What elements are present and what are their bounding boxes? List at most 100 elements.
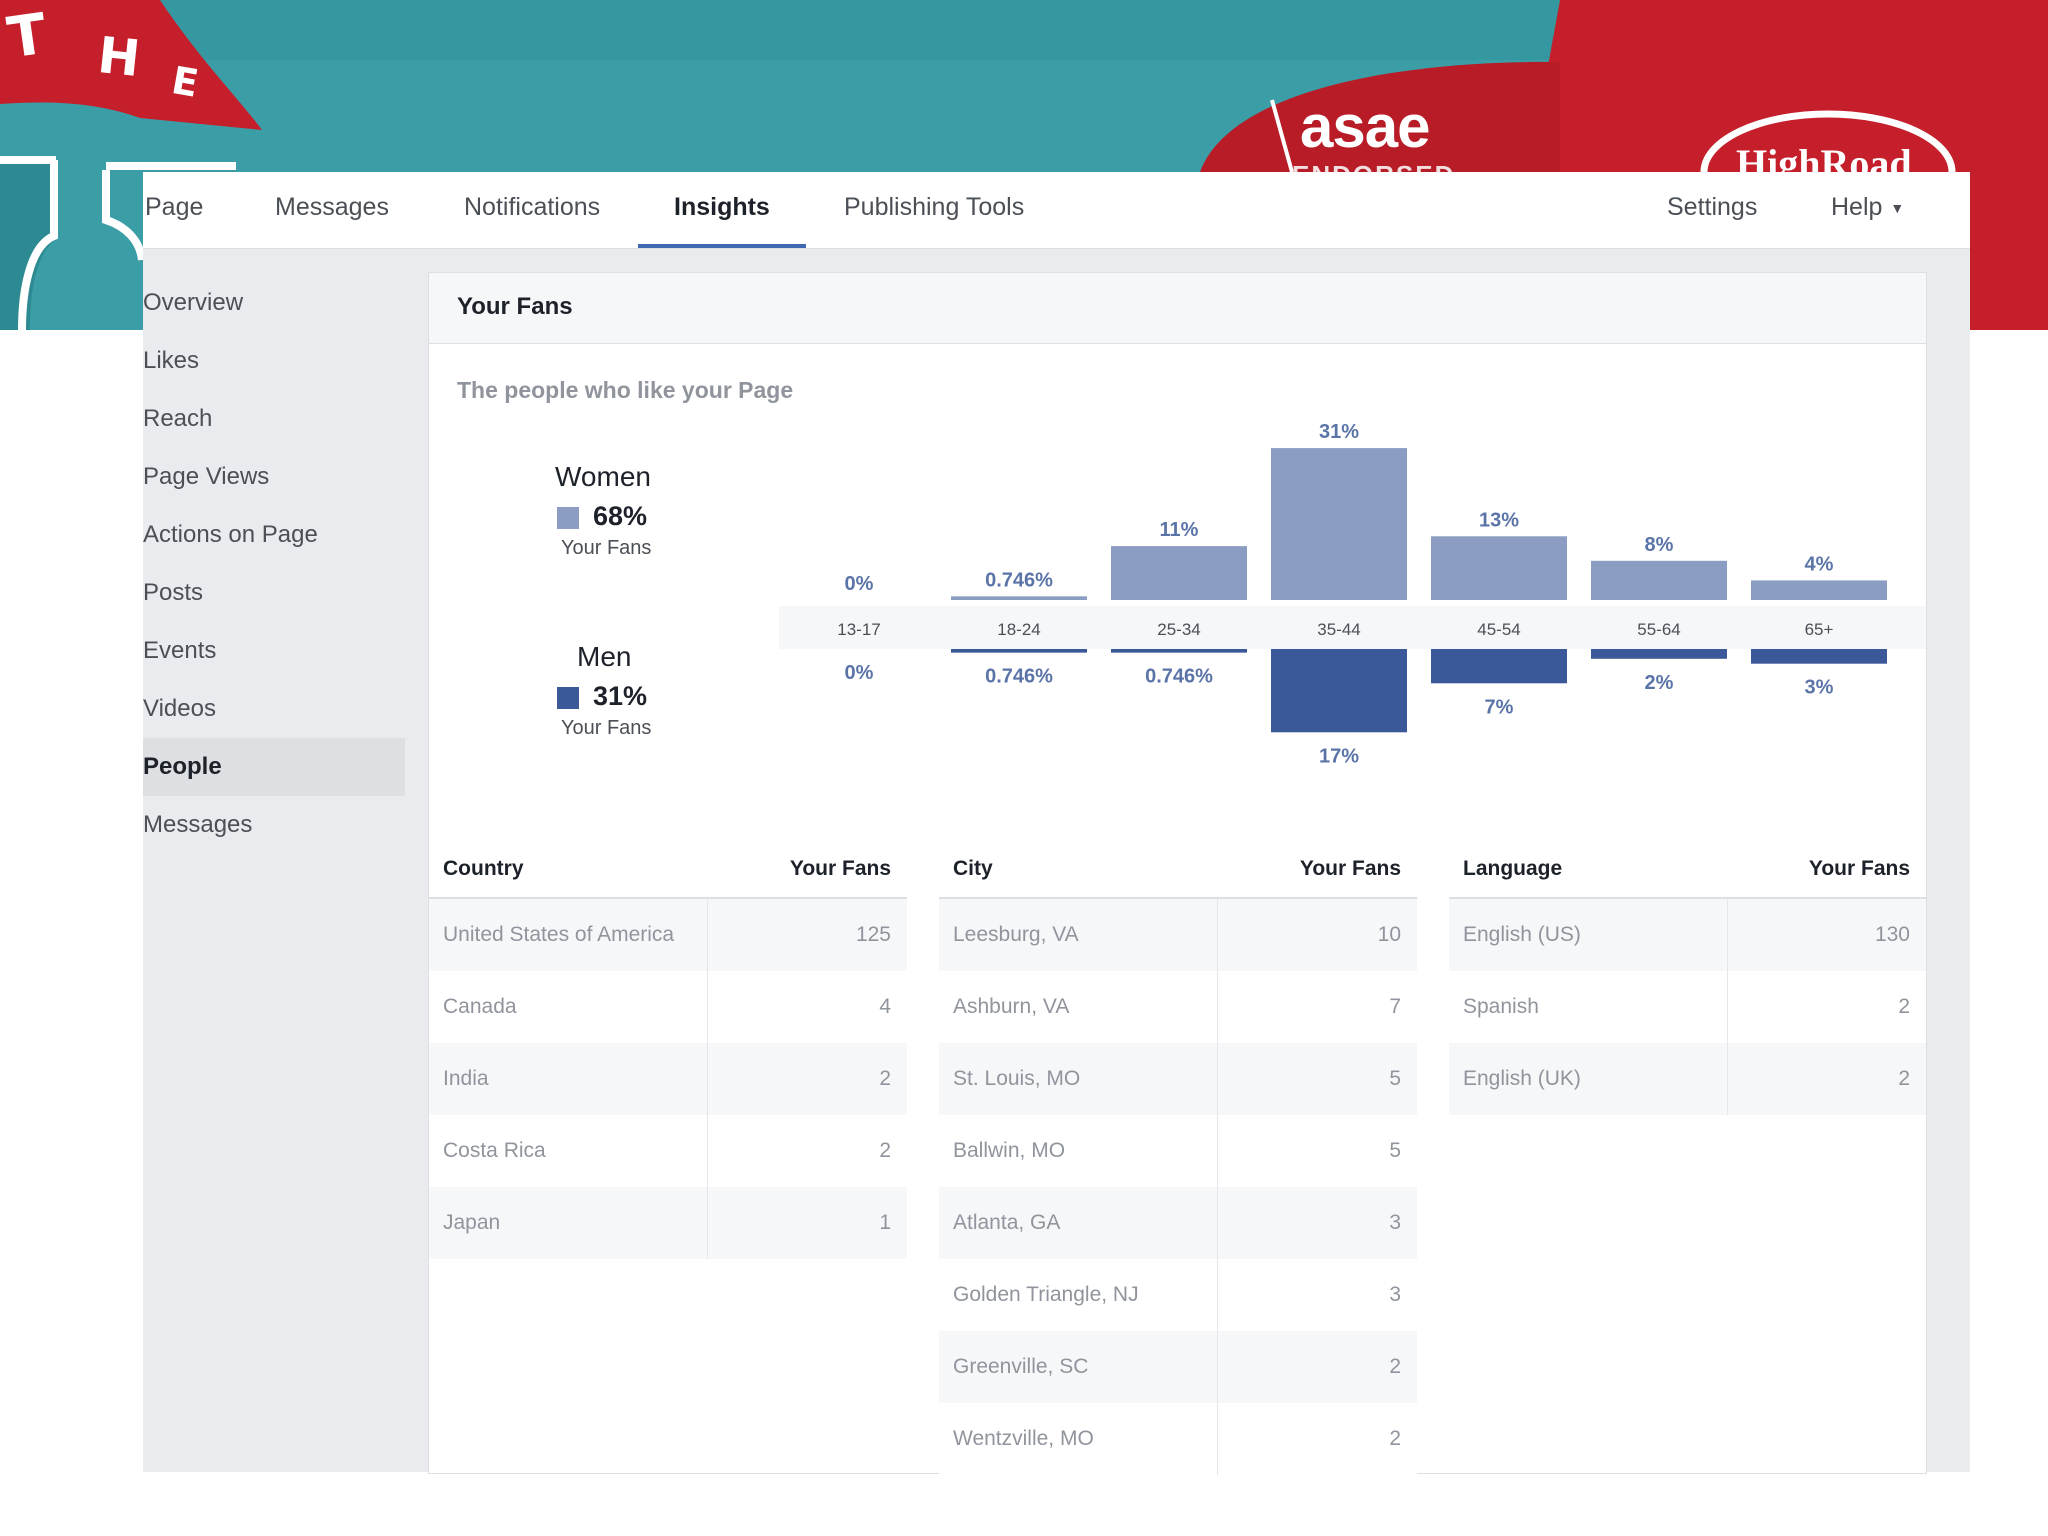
sidebar-item-messages[interactable]: Messages bbox=[143, 811, 253, 838]
men-bar-65+[interactable] bbox=[1751, 649, 1887, 664]
women-bar-35-44[interactable] bbox=[1271, 448, 1407, 600]
country-column-divider bbox=[707, 971, 708, 1043]
tab-messages[interactable]: Messages bbox=[275, 193, 389, 221]
men-value-label-25-34: 0.746% bbox=[1145, 666, 1213, 688]
age-gender-chart: 0% 13-17 0% 0.746% 18-24 0.746% 11% 25-34 0.746%… bbox=[779, 421, 1926, 767]
legend-women-percent: 68% bbox=[593, 501, 648, 531]
sidebar-item-events[interactable]: Events bbox=[143, 637, 217, 664]
city-table-row: Golden Triangle, NJ 3 bbox=[939, 1259, 1417, 1331]
country-col-header: Country bbox=[443, 857, 524, 880]
country-fans-cell: 2 bbox=[879, 1139, 891, 1162]
city-fans-cell: 5 bbox=[1389, 1067, 1401, 1090]
country-fans-cell: 1 bbox=[879, 1211, 891, 1234]
language-fans-cell: 130 bbox=[1874, 923, 1910, 946]
men-value-label-35-44: 17% bbox=[1319, 745, 1359, 767]
city-table-row: Ballwin, MO 5 bbox=[939, 1115, 1417, 1187]
language-table-row: English (UK) 2 bbox=[1449, 1043, 1926, 1115]
city-table-header: City Your Fans bbox=[939, 843, 1417, 899]
men-value-label-13-17: 0% bbox=[845, 662, 874, 684]
city-fans-cell: 7 bbox=[1389, 995, 1401, 1018]
country-name-cell: Costa Rica bbox=[443, 1139, 546, 1162]
city-table-row: St. Louis, MO 5 bbox=[939, 1043, 1417, 1115]
men-value-label-55-64: 2% bbox=[1645, 672, 1674, 694]
sidebar-item-overview[interactable]: Overview bbox=[143, 289, 244, 316]
language-name-cell: English (US) bbox=[1463, 923, 1581, 946]
women-bar-65+[interactable] bbox=[1751, 580, 1887, 600]
tab-publishing-tools[interactable]: Publishing Tools bbox=[844, 193, 1025, 221]
tab-notifications[interactable]: Notifications bbox=[464, 193, 601, 221]
banner-letter-h: H bbox=[95, 25, 143, 89]
sidebar-item-videos[interactable]: Videos bbox=[143, 695, 216, 722]
city-name-cell: Greenville, SC bbox=[953, 1355, 1089, 1378]
legend-women-subtext: Your Fans bbox=[561, 537, 652, 559]
age-tick-label-55-64: 55-64 bbox=[1637, 620, 1680, 639]
women-bar-45-54[interactable] bbox=[1431, 536, 1567, 600]
city-table-row: Wentzville, MO 2 bbox=[939, 1403, 1417, 1475]
city-table-body: Leesburg, VA 10 Ashburn, VA 7 St. Louis, MO 5… bbox=[939, 899, 1417, 1475]
tab-insights[interactable]: Insights bbox=[674, 193, 770, 221]
men-bar-55-64[interactable] bbox=[1591, 649, 1727, 659]
city-table-row: Atlanta, GA 3 bbox=[939, 1187, 1417, 1259]
sidebar-item-posts[interactable]: Posts bbox=[143, 579, 204, 606]
settings-link[interactable]: Settings bbox=[1667, 193, 1758, 221]
city-fans-col-header: Your Fans bbox=[1299, 857, 1401, 880]
legend-women-label: Women bbox=[555, 461, 651, 492]
country-table-row: Costa Rica 2 bbox=[429, 1115, 907, 1187]
country-table-row: Canada 4 bbox=[429, 971, 907, 1043]
sidebar-item-page-views[interactable]: Page Views bbox=[143, 463, 270, 490]
active-tab-indicator bbox=[638, 244, 806, 248]
women-value-label-13-17: 0% bbox=[845, 573, 874, 595]
country-column-divider bbox=[707, 1115, 708, 1187]
city-name-cell: St. Louis, MO bbox=[953, 1067, 1081, 1090]
sidebar-list: Overview Likes Reach Page Views Actions … bbox=[143, 274, 405, 854]
city-column-divider bbox=[1217, 1187, 1218, 1259]
tab-page[interactable]: Page bbox=[145, 193, 204, 221]
city-table: City Your Fans Leesburg, VA 10 Ashburn, VA… bbox=[939, 843, 1417, 1475]
sidebar-item-people[interactable]: People bbox=[143, 738, 405, 796]
city-name-cell: Leesburg, VA bbox=[953, 923, 1079, 946]
country-table-row: Japan 1 bbox=[429, 1187, 907, 1259]
men-value-label-45-54: 7% bbox=[1485, 696, 1514, 718]
city-column-divider bbox=[1217, 1043, 1218, 1115]
language-column-divider bbox=[1727, 1043, 1728, 1115]
men-bar-45-54[interactable] bbox=[1431, 649, 1567, 684]
help-menu[interactable]: Help ▼ bbox=[1831, 172, 1904, 248]
city-fans-cell: 2 bbox=[1389, 1427, 1401, 1450]
women-value-label-18-24: 0.746% bbox=[985, 569, 1053, 591]
sidebar-item-actions-on-page[interactable]: Actions on Page bbox=[143, 521, 318, 548]
your-fans-card: Your Fans The people who like your Page … bbox=[428, 272, 1927, 1475]
women-bar-18-24[interactable] bbox=[951, 596, 1087, 600]
men-bar-18-24[interactable] bbox=[951, 649, 1087, 653]
city-column-divider bbox=[1217, 1115, 1218, 1187]
sidebar-item-reach[interactable]: Reach bbox=[143, 405, 213, 432]
country-fans-cell: 2 bbox=[879, 1067, 891, 1090]
women-bar-25-34[interactable] bbox=[1111, 546, 1247, 600]
age-tick-label-45-54: 45-54 bbox=[1477, 620, 1520, 639]
men-value-label-18-24: 0.746% bbox=[985, 666, 1053, 688]
country-table: Country Your Fans United States of Ameri… bbox=[429, 843, 907, 1259]
legend-women-swatch bbox=[557, 507, 579, 529]
legend-men-percent: 31% bbox=[593, 681, 648, 711]
women-bar-55-64[interactable] bbox=[1591, 560, 1727, 600]
city-column-divider bbox=[1217, 971, 1218, 1043]
country-column-divider bbox=[707, 1043, 708, 1115]
age-tick-label-65+: 65+ bbox=[1805, 620, 1834, 639]
city-column-divider bbox=[1217, 1403, 1218, 1475]
sidebar-item-likes[interactable]: Likes bbox=[143, 347, 200, 374]
asae-logo-text: asae bbox=[1300, 93, 1430, 160]
city-name-cell: Ballwin, MO bbox=[953, 1139, 1066, 1162]
city-fans-cell: 2 bbox=[1389, 1355, 1401, 1378]
language-name-cell: Spanish bbox=[1463, 995, 1539, 1018]
women-value-label-25-34: 11% bbox=[1160, 519, 1199, 541]
language-column-divider bbox=[1727, 971, 1728, 1043]
city-table-row: Ashburn, VA 7 bbox=[939, 971, 1417, 1043]
country-name-cell: India bbox=[443, 1067, 489, 1090]
country-fans-cell: 4 bbox=[879, 995, 891, 1018]
country-table-row: India 2 bbox=[429, 1043, 907, 1115]
women-value-label-45-54: 13% bbox=[1479, 509, 1519, 531]
chart-axis-band bbox=[779, 606, 1926, 649]
language-table-row: Spanish 2 bbox=[1449, 971, 1926, 1043]
page-top-nav: Page Messages Notifications Insights Pub… bbox=[143, 172, 1970, 249]
men-bar-25-34[interactable] bbox=[1111, 649, 1247, 653]
men-bar-35-44[interactable] bbox=[1271, 649, 1407, 733]
